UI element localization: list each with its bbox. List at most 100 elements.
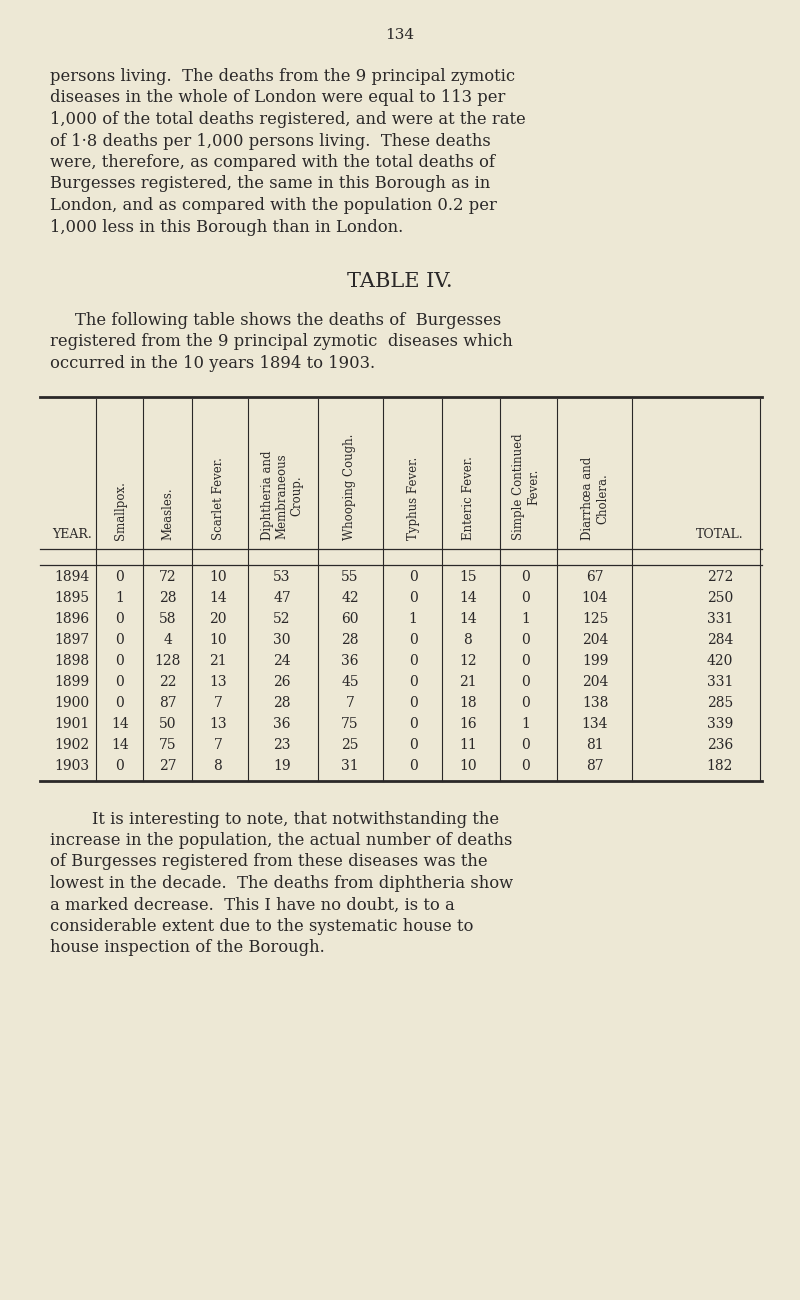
- Text: 87: 87: [586, 759, 604, 774]
- Text: 0: 0: [409, 571, 418, 584]
- Text: 4: 4: [163, 633, 173, 647]
- Text: 8: 8: [464, 633, 472, 647]
- Text: 23: 23: [274, 738, 290, 753]
- Text: 182: 182: [707, 759, 733, 774]
- Text: 7: 7: [214, 696, 222, 710]
- Text: 0: 0: [116, 759, 124, 774]
- Text: 1898: 1898: [54, 654, 90, 668]
- Text: TABLE IV.: TABLE IV.: [347, 272, 453, 291]
- Text: 1895: 1895: [54, 592, 90, 604]
- Text: 10: 10: [209, 633, 227, 647]
- Text: It is interesting to note, that notwithstanding the: It is interesting to note, that notwiths…: [50, 810, 499, 828]
- Text: 0: 0: [409, 718, 418, 731]
- Text: 204: 204: [582, 633, 608, 647]
- Text: 12: 12: [459, 654, 477, 668]
- Text: 21: 21: [209, 654, 227, 668]
- Text: occurred in the 10 years 1894 to 1903.: occurred in the 10 years 1894 to 1903.: [50, 355, 375, 372]
- Text: 1894: 1894: [54, 571, 90, 584]
- Text: 1: 1: [409, 612, 418, 627]
- Text: 204: 204: [582, 675, 608, 689]
- Text: 28: 28: [342, 633, 358, 647]
- Text: 14: 14: [209, 592, 227, 604]
- Text: 0: 0: [409, 654, 418, 668]
- Text: 1897: 1897: [54, 633, 90, 647]
- Text: 18: 18: [459, 696, 477, 710]
- Text: were, therefore, as compared with the total deaths of: were, therefore, as compared with the to…: [50, 153, 495, 172]
- Text: 7: 7: [214, 738, 222, 753]
- Text: 1903: 1903: [54, 759, 90, 774]
- Text: persons living.  The deaths from the 9 principal zymotic: persons living. The deaths from the 9 pr…: [50, 68, 515, 84]
- Text: 0: 0: [409, 592, 418, 604]
- Text: Diphtheria and
Membraneous
Croup.: Diphtheria and Membraneous Croup.: [261, 451, 303, 541]
- Text: 0: 0: [409, 738, 418, 753]
- Text: 104: 104: [582, 592, 608, 604]
- Text: Whooping Cough.: Whooping Cough.: [343, 434, 357, 541]
- Text: 60: 60: [342, 612, 358, 627]
- Text: 67: 67: [586, 571, 604, 584]
- Text: 55: 55: [342, 571, 358, 584]
- Text: 14: 14: [459, 612, 477, 627]
- Text: 1902: 1902: [54, 738, 90, 753]
- Text: of Burgesses registered from these diseases was the: of Burgesses registered from these disea…: [50, 854, 488, 871]
- Text: Smallpox.: Smallpox.: [114, 481, 126, 541]
- Text: 72: 72: [159, 571, 177, 584]
- Text: 0: 0: [409, 696, 418, 710]
- Text: 81: 81: [586, 738, 604, 753]
- Text: Scarlet Fever.: Scarlet Fever.: [211, 458, 225, 541]
- Text: 331: 331: [707, 675, 733, 689]
- Text: 1: 1: [522, 612, 530, 627]
- Text: 47: 47: [273, 592, 291, 604]
- Text: 8: 8: [214, 759, 222, 774]
- Text: 10: 10: [459, 759, 477, 774]
- Text: The following table shows the deaths of  Burgesses: The following table shows the deaths of …: [75, 312, 502, 329]
- Text: 1: 1: [522, 718, 530, 731]
- Text: 285: 285: [707, 696, 733, 710]
- Text: 0: 0: [116, 696, 124, 710]
- Text: Burgesses registered, the same in this Borough as in: Burgesses registered, the same in this B…: [50, 176, 490, 192]
- Text: 21: 21: [459, 675, 477, 689]
- Text: 199: 199: [582, 654, 608, 668]
- Text: 19: 19: [273, 759, 291, 774]
- Text: 13: 13: [209, 675, 227, 689]
- Text: 1896: 1896: [54, 612, 90, 627]
- Text: 7: 7: [346, 696, 354, 710]
- Text: 339: 339: [707, 718, 733, 731]
- Text: 250: 250: [707, 592, 733, 604]
- Text: 13: 13: [209, 718, 227, 731]
- Text: 134: 134: [386, 29, 414, 42]
- Text: 14: 14: [111, 718, 129, 731]
- Text: 75: 75: [341, 718, 359, 731]
- Text: 0: 0: [409, 759, 418, 774]
- Text: 0: 0: [409, 675, 418, 689]
- Text: of 1·8 deaths per 1,000 persons living.  These deaths: of 1·8 deaths per 1,000 persons living. …: [50, 133, 490, 150]
- Text: 0: 0: [116, 571, 124, 584]
- Text: 26: 26: [274, 675, 290, 689]
- Text: 125: 125: [582, 612, 608, 627]
- Text: 28: 28: [274, 696, 290, 710]
- Text: 50: 50: [159, 718, 177, 731]
- Text: 52: 52: [274, 612, 290, 627]
- Text: 1900: 1900: [54, 696, 90, 710]
- Text: 0: 0: [116, 654, 124, 668]
- Text: 75: 75: [159, 738, 177, 753]
- Text: 42: 42: [341, 592, 359, 604]
- Text: Diarrhœa and
Cholera.: Diarrhœa and Cholera.: [581, 458, 609, 541]
- Text: Typhus Fever.: Typhus Fever.: [406, 458, 419, 541]
- Text: 0: 0: [116, 612, 124, 627]
- Text: 14: 14: [111, 738, 129, 753]
- Text: 0: 0: [116, 633, 124, 647]
- Text: diseases in the whole of London were equal to 113 per: diseases in the whole of London were equ…: [50, 90, 506, 107]
- Text: house inspection of the Borough.: house inspection of the Borough.: [50, 940, 325, 957]
- Text: 14: 14: [459, 592, 477, 604]
- Text: 36: 36: [274, 718, 290, 731]
- Text: 27: 27: [159, 759, 177, 774]
- Text: 138: 138: [582, 696, 608, 710]
- Text: 53: 53: [274, 571, 290, 584]
- Text: London, and as compared with the population 0.2 per: London, and as compared with the populat…: [50, 198, 497, 214]
- Text: increase in the population, the actual number of deaths: increase in the population, the actual n…: [50, 832, 512, 849]
- Text: TOTAL.: TOTAL.: [696, 528, 744, 541]
- Text: 36: 36: [342, 654, 358, 668]
- Text: 134: 134: [582, 718, 608, 731]
- Text: 0: 0: [522, 571, 530, 584]
- Text: 0: 0: [522, 675, 530, 689]
